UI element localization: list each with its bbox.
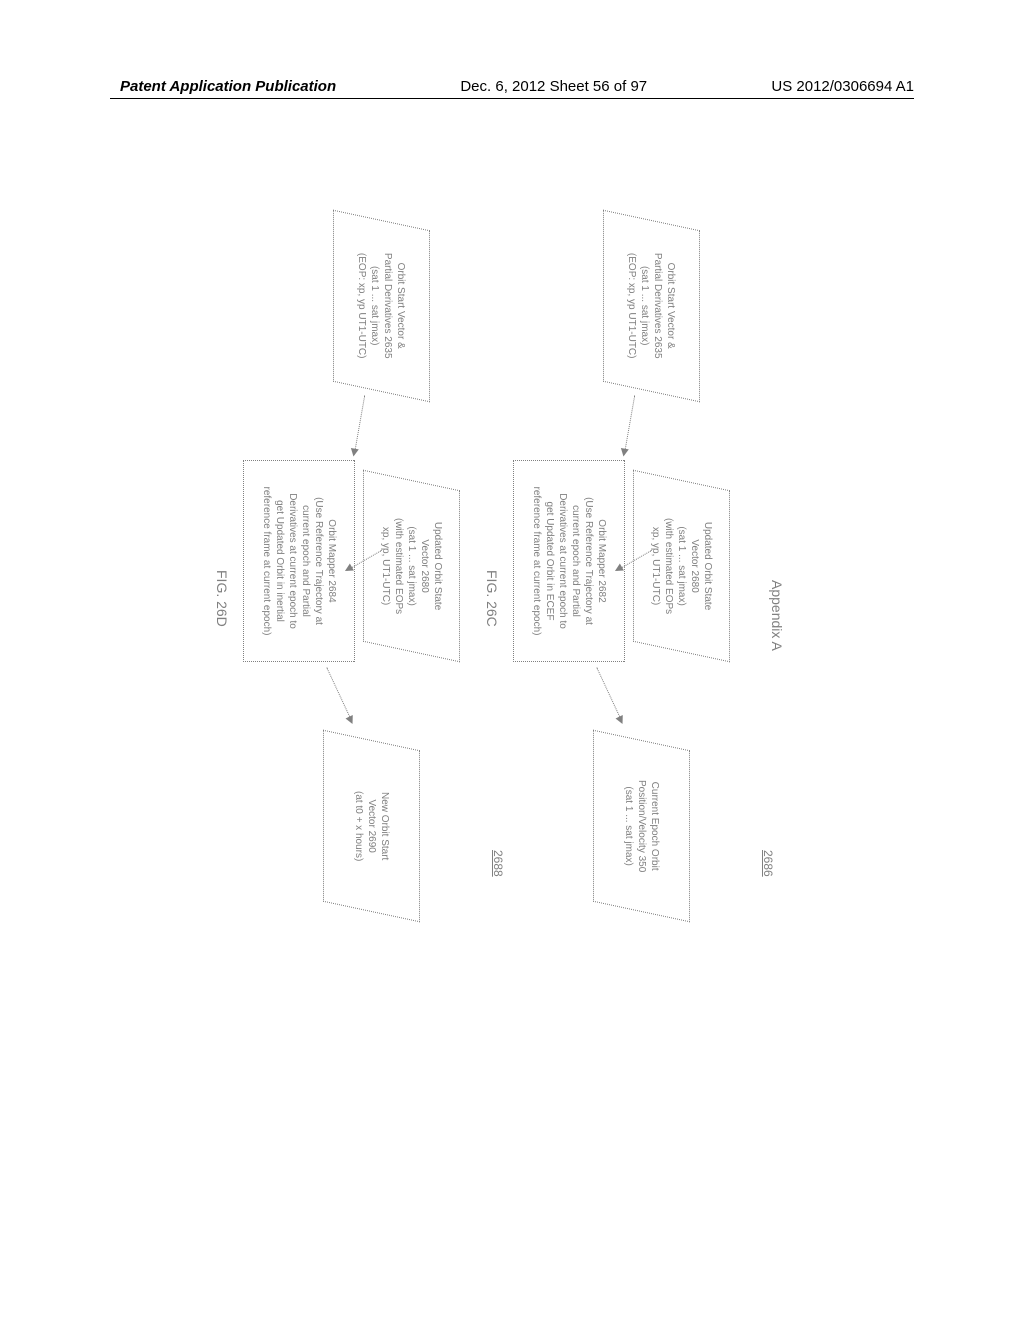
new-orbit-start-text-d: New Orbit Start Vector 2690 (at t0 + x h… bbox=[347, 786, 396, 866]
header-date-sheet: Dec. 6, 2012 Sheet 56 of 97 bbox=[460, 78, 647, 95]
orbit-mapper-box-d: Orbit Mapper 2684 (Use Reference Traject… bbox=[243, 460, 355, 662]
arrow-c3 bbox=[595, 667, 622, 722]
page-header: Patent Application Publication Dec. 6, 2… bbox=[0, 78, 1024, 95]
fig-26d-label: FIG. 26D bbox=[214, 570, 230, 627]
updated-orbit-state-box-c: Updated Orbit State Vector 2680 (sat 1 .… bbox=[633, 470, 730, 663]
arrow-c1 bbox=[623, 395, 635, 454]
orbit-start-vector-box-c: Orbit Start Vector & Partial Derivatives… bbox=[603, 210, 700, 403]
arrow-d3 bbox=[325, 667, 352, 722]
updated-orbit-state-box-d: Updated Orbit State Vector 2680 (sat 1 .… bbox=[363, 470, 460, 663]
header-patent-number: US 2012/0306694 A1 bbox=[771, 78, 914, 95]
orbit-mapper-text-d: Orbit Mapper 2684 (Use Reference Traject… bbox=[255, 482, 343, 641]
updated-orbit-state-text-d: Updated Orbit State Vector 2680 (sat 1 .… bbox=[374, 513, 449, 619]
fig-26c-row: 2686 Orbit Start Vector & Partial Deriva… bbox=[560, 200, 760, 1100]
diagram-content: Appendix A 2686 Orbit Start Vector & Par… bbox=[240, 200, 800, 1100]
fig-26d-row: 2688 Orbit Start Vector & Partial Deriva… bbox=[290, 200, 490, 1100]
appendix-label: Appendix A bbox=[769, 580, 785, 651]
orbit-mapper-text-c: Orbit Mapper 2682 (Use Reference Traject… bbox=[525, 482, 613, 641]
ref-number-2688: 2688 bbox=[491, 850, 505, 877]
current-epoch-orbit-box-c: Current Epoch Orbit Position/Velocity 35… bbox=[593, 730, 690, 923]
orbit-mapper-box-c: Orbit Mapper 2682 (Use Reference Traject… bbox=[513, 460, 625, 662]
header-divider bbox=[110, 98, 914, 99]
orbit-start-vector-text-d: Orbit Start Vector & Partial Derivatives… bbox=[351, 248, 413, 364]
new-orbit-start-box-d: New Orbit Start Vector 2690 (at t0 + x h… bbox=[323, 730, 420, 923]
updated-orbit-state-text-c: Updated Orbit State Vector 2680 (sat 1 .… bbox=[644, 513, 719, 619]
ref-number-2686: 2686 bbox=[761, 850, 775, 877]
orbit-start-vector-box-d: Orbit Start Vector & Partial Derivatives… bbox=[333, 210, 430, 403]
current-epoch-orbit-text-c: Current Epoch Orbit Position/Velocity 35… bbox=[617, 775, 666, 877]
orbit-start-vector-text-c: Orbit Start Vector & Partial Derivatives… bbox=[621, 248, 683, 364]
arrow-d1 bbox=[353, 395, 365, 454]
header-publication: Patent Application Publication bbox=[120, 78, 336, 95]
diagram-area: Appendix A 2686 Orbit Start Vector & Par… bbox=[70, 370, 970, 930]
